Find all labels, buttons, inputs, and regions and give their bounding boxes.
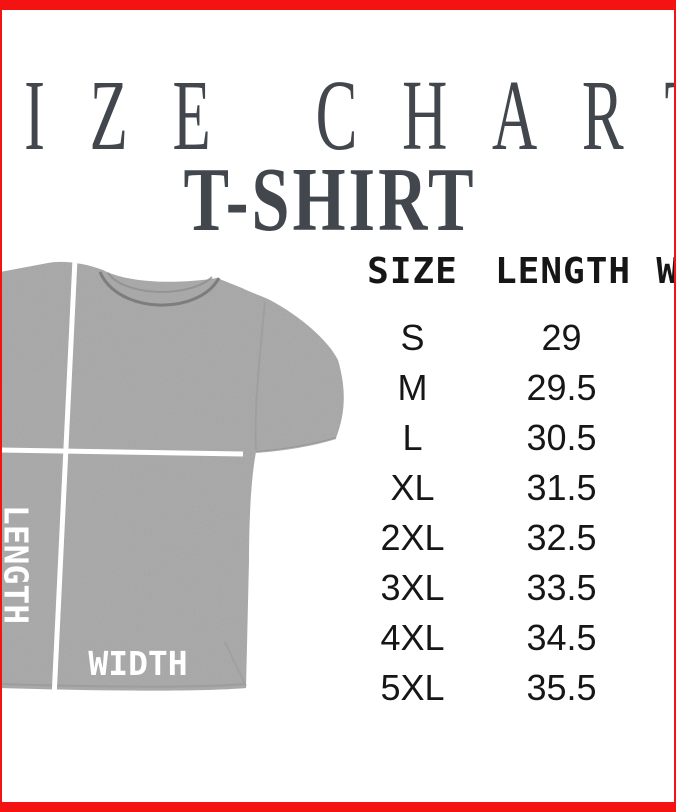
length-cell: 34.5 bbox=[526, 617, 597, 658]
size-cell: 2XL bbox=[380, 517, 445, 558]
length-measure-line bbox=[51, 258, 78, 699]
table-row: XL 31.5 bbox=[330, 463, 676, 513]
table-row: 4XL 34.5 bbox=[330, 613, 676, 663]
header-width: WIDTH bbox=[656, 250, 676, 292]
table-row: 5XL 35.5 bbox=[330, 663, 676, 713]
length-cell: 31.5 bbox=[526, 467, 597, 508]
size-table: SIZE LENGTH WIDTH S 29 M 29.5 L 30.5 bbox=[330, 248, 676, 713]
width-label: WIDTH bbox=[88, 644, 188, 683]
hem-fold bbox=[224, 641, 247, 687]
length-cell: 33.5 bbox=[526, 567, 597, 608]
length-label: LENGTH bbox=[0, 504, 36, 625]
header-length: LENGTH bbox=[495, 250, 632, 292]
tshirt-illustration bbox=[0, 258, 344, 699]
size-cell: 4XL bbox=[380, 617, 445, 658]
table-row: S 29 bbox=[330, 313, 676, 363]
size-cell: 5XL bbox=[380, 667, 445, 708]
length-cell: 30.5 bbox=[526, 417, 597, 458]
size-cell: L bbox=[402, 417, 423, 458]
width-measure-line bbox=[0, 447, 244, 457]
collar-seam bbox=[98, 271, 221, 307]
size-cell: M bbox=[397, 367, 428, 408]
length-cell: 32.5 bbox=[526, 517, 597, 558]
table-row: 2XL 32.5 bbox=[330, 513, 676, 563]
left-red-border bbox=[0, 0, 2, 812]
sleeve-hem bbox=[255, 437, 337, 453]
table-row: 3XL 33.5 bbox=[330, 563, 676, 613]
table-row: M 29.5 bbox=[330, 363, 676, 413]
bottom-red-bar bbox=[0, 802, 676, 812]
length-cell: 35.5 bbox=[526, 667, 597, 708]
collar-band bbox=[107, 272, 213, 293]
length-cell: 29.5 bbox=[526, 367, 597, 408]
size-cell: XL bbox=[390, 467, 435, 508]
right-red-border bbox=[674, 0, 676, 812]
tshirt-graphic: WIDTH bbox=[0, 240, 360, 710]
size-table-body: S 29 M 29.5 L 30.5 XL 31.5 2XL 32.5 3XL bbox=[330, 313, 676, 713]
size-table-header: SIZE LENGTH WIDTH bbox=[330, 248, 676, 294]
top-red-bar bbox=[0, 0, 676, 10]
table-row: L 30.5 bbox=[330, 413, 676, 463]
header-size: SIZE bbox=[367, 250, 458, 292]
subtitle: T-SHIRT bbox=[183, 149, 477, 250]
size-cell: 3XL bbox=[380, 567, 445, 608]
sleeve-seam bbox=[254, 301, 266, 451]
hem-edge bbox=[1, 683, 245, 688]
length-cell: 29 bbox=[541, 317, 582, 358]
size-cell: S bbox=[400, 317, 425, 358]
